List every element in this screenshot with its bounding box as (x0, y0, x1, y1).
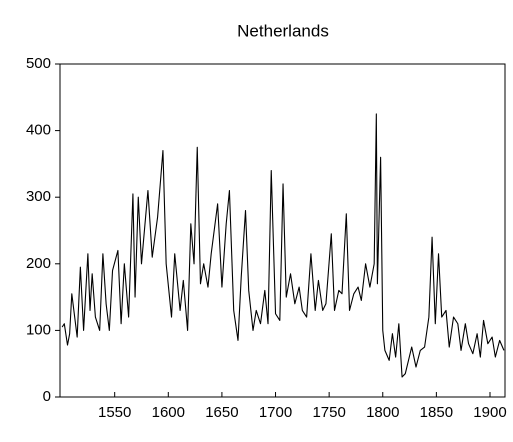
x-tick-label: 1550 (98, 404, 131, 421)
y-tick-label: 200 (26, 255, 51, 272)
x-tick-label: 1650 (205, 404, 238, 421)
x-tick-label: 1850 (420, 404, 453, 421)
y-tick-label: 400 (26, 122, 51, 139)
x-tick-label: 1750 (312, 404, 345, 421)
line-series (61, 113, 505, 378)
y-tick-label: 0 (43, 388, 51, 405)
x-tick-label: 1700 (259, 404, 292, 421)
x-tick-label: 1900 (473, 404, 506, 421)
y-tick-label: 500 (26, 55, 51, 72)
x-tick-label: 1600 (152, 404, 185, 421)
x-tick-label: 1800 (366, 404, 399, 421)
plot-frame (59, 63, 506, 398)
y-tick-label: 100 (26, 321, 51, 338)
chart-title: Netherlands (237, 21, 329, 40)
y-tick-label: 300 (26, 188, 51, 205)
